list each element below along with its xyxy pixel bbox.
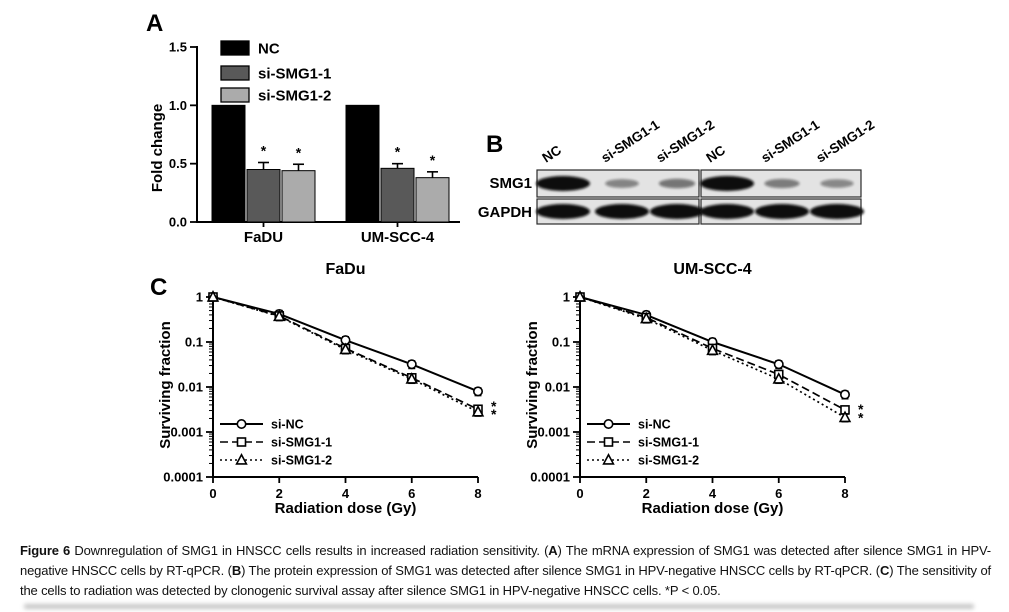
svg-text:*: * — [395, 144, 401, 160]
svg-text:*: * — [261, 143, 267, 159]
svg-text:1: 1 — [196, 290, 203, 305]
panel-c-label: C — [150, 274, 168, 301]
svg-text:0.01: 0.01 — [178, 380, 203, 395]
svg-text:si-SMG1-2: si-SMG1-2 — [271, 454, 332, 468]
panel-a-bar-chart: 0.0 0.5 1.0 1.5 Fold change FaDU * * UM-SCC-4 * * N… — [149, 40, 460, 246]
svg-text:SMG1: SMG1 — [489, 175, 532, 192]
svg-text:0.5: 0.5 — [169, 156, 187, 171]
svg-text:0.1: 0.1 — [552, 335, 570, 350]
svg-text:si-NC: si-NC — [638, 418, 671, 432]
svg-text:si-SMG1-1: si-SMG1-1 — [598, 117, 662, 166]
svg-text:Radiation dose (Gy): Radiation dose (Gy) — [642, 500, 784, 517]
svg-text:4: 4 — [342, 486, 350, 501]
svg-text:Surviving fraction: Surviving fraction — [157, 321, 174, 449]
svg-text:0: 0 — [576, 486, 583, 501]
svg-text:NC: NC — [539, 142, 564, 165]
svg-text:8: 8 — [474, 486, 481, 501]
svg-text:*: * — [430, 152, 436, 168]
panel-c-umscc4-survival-chart: 1 0.1 0.01 0.001 0.0001 0 2 4 6 8 UM-SCC-4 Radiatio… — [524, 261, 864, 517]
caption-segment: ) The mRNA expression of SMG1 was detect… — [20, 543, 991, 578]
svg-text:NC: NC — [258, 41, 280, 58]
svg-text:Radiation dose (Gy): Radiation dose (Gy) — [275, 500, 417, 517]
svg-text:Fold change: Fold change — [149, 104, 166, 192]
caption-segment: Figure 6 — [20, 543, 71, 558]
svg-text:4: 4 — [709, 486, 717, 501]
panel-b-label: B — [486, 131, 504, 158]
svg-text:1.5: 1.5 — [169, 40, 187, 55]
svg-text:Surviving fraction: Surviving fraction — [524, 321, 541, 449]
caption-segment: B — [231, 563, 242, 578]
svg-text:FaDu: FaDu — [326, 261, 366, 278]
svg-text:si-SMG1-2: si-SMG1-2 — [813, 117, 877, 166]
svg-text:0: 0 — [209, 486, 216, 501]
svg-text:si-NC: si-NC — [271, 418, 304, 432]
svg-text:si-SMG1-1: si-SMG1-1 — [271, 436, 332, 450]
caption-segment: ) The protein expression of SMG1 was det… — [241, 563, 880, 578]
svg-text:si-SMG1-1: si-SMG1-1 — [638, 436, 699, 450]
svg-text:*: * — [491, 406, 497, 422]
svg-text:1: 1 — [563, 290, 570, 305]
svg-text:0.0001: 0.0001 — [163, 470, 203, 485]
svg-text:UM-SCC-4: UM-SCC-4 — [673, 261, 751, 278]
svg-text:6: 6 — [408, 486, 415, 501]
svg-text:6: 6 — [775, 486, 782, 501]
svg-text:0.0: 0.0 — [169, 215, 187, 230]
svg-text:0.01: 0.01 — [545, 380, 570, 395]
svg-text:si-SMG1-2: si-SMG1-2 — [258, 88, 331, 105]
svg-text:si-SMG1-1: si-SMG1-1 — [258, 66, 331, 83]
caption-segment: Downregulation of SMG1 in HNSCC cells re… — [70, 543, 549, 558]
caption-segment: C — [879, 563, 890, 578]
caption-segment: ) The sensitivity of the cells to radiat… — [20, 563, 991, 598]
svg-text:FaDU: FaDU — [244, 229, 283, 246]
svg-text:GAPDH: GAPDH — [478, 204, 532, 221]
svg-text:0.001: 0.001 — [170, 425, 203, 440]
panel-b-western-blot: NC si-SMG1-1si-SMG1-2NC si-SMG1-1si-SMG1-2… — [478, 117, 877, 225]
panel-a-label: A — [146, 10, 164, 37]
svg-text:si-SMG1-2: si-SMG1-2 — [638, 454, 699, 468]
caption-segment: A — [548, 543, 558, 558]
svg-text:NC: NC — [703, 142, 728, 165]
cropped-text-artifact — [24, 604, 974, 609]
svg-text:2: 2 — [276, 486, 283, 501]
figure-caption: Figure 6 Downregulation of SMG1 in HNSCC… — [20, 541, 991, 601]
svg-text:8: 8 — [841, 486, 848, 501]
svg-text:0.001: 0.001 — [537, 425, 570, 440]
svg-text:UM-SCC-4: UM-SCC-4 — [361, 229, 435, 246]
svg-text:si-SMG1-1: si-SMG1-1 — [758, 117, 822, 166]
svg-text:*: * — [858, 409, 864, 425]
svg-text:*: * — [858, 401, 864, 417]
svg-text:1.0: 1.0 — [169, 98, 187, 113]
svg-text:0.1: 0.1 — [185, 335, 203, 350]
svg-text:*: * — [296, 144, 302, 160]
panel-c-fadu-survival-chart: 1 0.1 0.01 0.001 0.0001 0 2 4 6 8 FaDu Radiation do… — [157, 261, 497, 517]
svg-text:*: * — [491, 398, 497, 414]
svg-text:0.0001: 0.0001 — [530, 470, 570, 485]
svg-text:2: 2 — [643, 486, 650, 501]
